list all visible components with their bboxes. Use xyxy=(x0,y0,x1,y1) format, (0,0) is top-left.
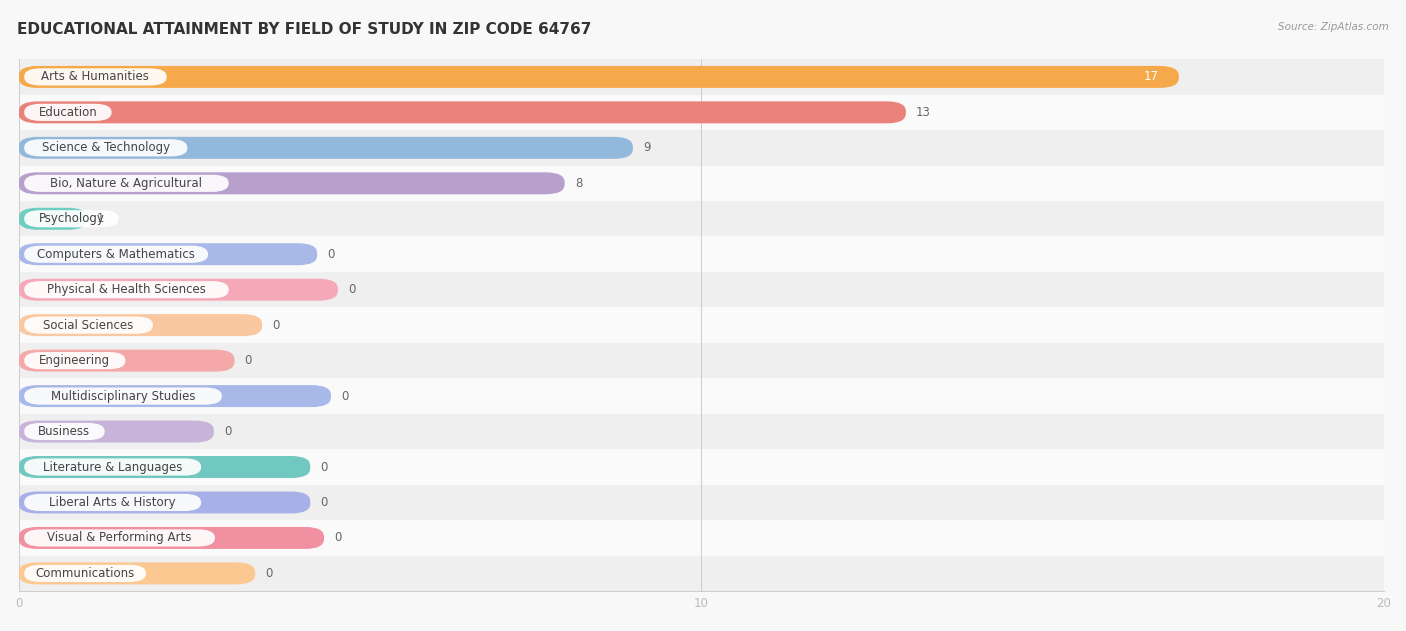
FancyBboxPatch shape xyxy=(18,137,633,159)
Bar xyxy=(18,343,1384,379)
Bar xyxy=(18,520,1384,556)
Bar xyxy=(18,449,1384,485)
Text: Multidisciplinary Studies: Multidisciplinary Studies xyxy=(51,389,195,403)
FancyBboxPatch shape xyxy=(18,385,330,407)
Text: 0: 0 xyxy=(273,319,280,332)
Text: Literature & Languages: Literature & Languages xyxy=(44,461,183,473)
Text: 0: 0 xyxy=(349,283,356,296)
Text: 0: 0 xyxy=(224,425,232,438)
Text: 9: 9 xyxy=(643,141,651,155)
Text: Science & Technology: Science & Technology xyxy=(42,141,170,155)
Text: 8: 8 xyxy=(575,177,582,190)
Text: 0: 0 xyxy=(335,531,342,545)
FancyBboxPatch shape xyxy=(18,208,87,230)
FancyBboxPatch shape xyxy=(18,456,311,478)
Bar xyxy=(18,130,1384,165)
FancyBboxPatch shape xyxy=(18,314,262,336)
Text: Visual & Performing Arts: Visual & Performing Arts xyxy=(48,531,191,545)
Text: Business: Business xyxy=(38,425,90,438)
Text: Psychology: Psychology xyxy=(38,212,104,225)
FancyBboxPatch shape xyxy=(18,66,1178,88)
Text: Bio, Nature & Agricultural: Bio, Nature & Agricultural xyxy=(51,177,202,190)
FancyBboxPatch shape xyxy=(18,562,254,584)
FancyBboxPatch shape xyxy=(24,210,118,227)
FancyBboxPatch shape xyxy=(18,492,311,514)
Bar xyxy=(18,307,1384,343)
Text: Computers & Mathematics: Computers & Mathematics xyxy=(37,248,195,261)
FancyBboxPatch shape xyxy=(18,420,214,442)
Text: Physical & Health Sciences: Physical & Health Sciences xyxy=(46,283,205,296)
FancyBboxPatch shape xyxy=(24,387,222,404)
Text: Arts & Humanities: Arts & Humanities xyxy=(42,71,149,83)
FancyBboxPatch shape xyxy=(24,139,187,156)
Bar xyxy=(18,414,1384,449)
FancyBboxPatch shape xyxy=(24,352,125,369)
Text: 13: 13 xyxy=(917,106,931,119)
FancyBboxPatch shape xyxy=(24,175,229,192)
FancyBboxPatch shape xyxy=(24,494,201,511)
FancyBboxPatch shape xyxy=(18,527,323,549)
FancyBboxPatch shape xyxy=(24,281,229,298)
Text: 0: 0 xyxy=(321,496,328,509)
FancyBboxPatch shape xyxy=(18,243,318,265)
FancyBboxPatch shape xyxy=(24,317,153,334)
Bar xyxy=(18,485,1384,520)
Bar xyxy=(18,379,1384,414)
Text: Source: ZipAtlas.com: Source: ZipAtlas.com xyxy=(1278,22,1389,32)
Text: 0: 0 xyxy=(321,461,328,473)
Text: 0: 0 xyxy=(328,248,335,261)
Text: 1: 1 xyxy=(97,212,104,225)
Bar xyxy=(18,237,1384,272)
FancyBboxPatch shape xyxy=(24,459,201,476)
Text: Engineering: Engineering xyxy=(39,354,110,367)
Bar xyxy=(18,165,1384,201)
Bar xyxy=(18,95,1384,130)
FancyBboxPatch shape xyxy=(24,68,167,85)
Text: Liberal Arts & History: Liberal Arts & History xyxy=(49,496,176,509)
Text: 0: 0 xyxy=(342,389,349,403)
Bar xyxy=(18,201,1384,237)
Text: Social Sciences: Social Sciences xyxy=(44,319,134,332)
Text: 17: 17 xyxy=(1143,71,1159,83)
FancyBboxPatch shape xyxy=(18,102,905,123)
FancyBboxPatch shape xyxy=(24,103,111,121)
FancyBboxPatch shape xyxy=(18,279,337,301)
FancyBboxPatch shape xyxy=(24,529,215,546)
Text: Communications: Communications xyxy=(35,567,135,580)
Bar xyxy=(18,556,1384,591)
Text: 0: 0 xyxy=(266,567,273,580)
FancyBboxPatch shape xyxy=(24,245,208,262)
Text: EDUCATIONAL ATTAINMENT BY FIELD OF STUDY IN ZIP CODE 64767: EDUCATIONAL ATTAINMENT BY FIELD OF STUDY… xyxy=(17,22,592,37)
Bar xyxy=(18,272,1384,307)
FancyBboxPatch shape xyxy=(18,172,565,194)
Text: Education: Education xyxy=(38,106,97,119)
FancyBboxPatch shape xyxy=(24,565,146,582)
FancyBboxPatch shape xyxy=(24,423,104,440)
Text: 0: 0 xyxy=(245,354,252,367)
Bar xyxy=(18,59,1384,95)
FancyBboxPatch shape xyxy=(18,350,235,372)
